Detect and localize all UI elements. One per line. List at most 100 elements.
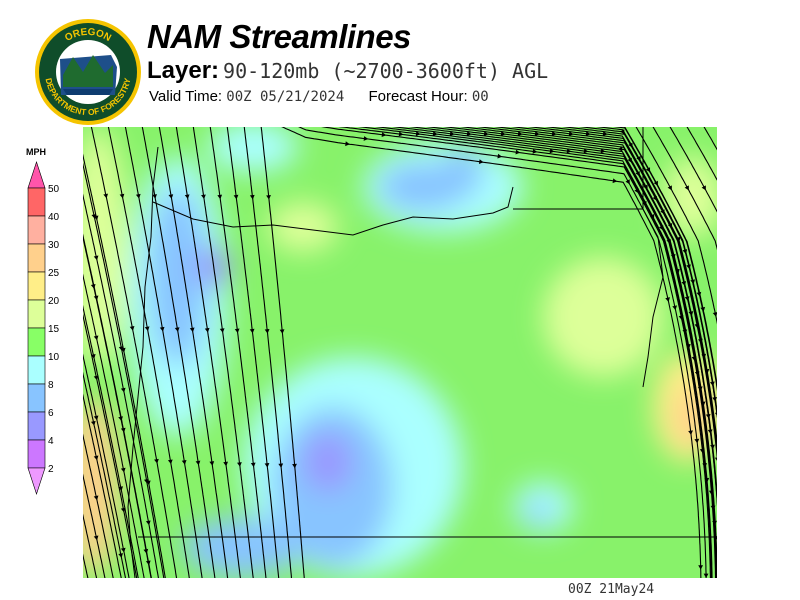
streamline-arrow bbox=[278, 463, 284, 468]
streamline-arrow bbox=[119, 193, 125, 199]
streamline-arrow bbox=[93, 295, 99, 301]
streamline-arrow bbox=[398, 131, 404, 137]
streamline-arrow bbox=[103, 193, 109, 199]
streamline bbox=[226, 127, 280, 578]
streamline-arrow bbox=[129, 326, 135, 331]
streamline bbox=[408, 127, 717, 578]
streamline-arrow bbox=[703, 573, 709, 578]
streamline-arrow bbox=[704, 368, 710, 374]
streamline-arrow bbox=[201, 194, 206, 200]
streamline bbox=[476, 127, 717, 499]
streamline bbox=[83, 313, 138, 578]
streamline-arrow bbox=[217, 194, 223, 200]
streamline bbox=[158, 127, 229, 578]
streamline-arrow bbox=[145, 520, 151, 526]
streamline-arrow bbox=[649, 213, 655, 219]
streamline bbox=[83, 553, 89, 578]
streamline bbox=[107, 127, 190, 578]
streamline-arrow bbox=[701, 185, 706, 191]
streamline bbox=[544, 127, 717, 445]
streamline-arrow bbox=[497, 153, 503, 159]
streamline bbox=[141, 127, 216, 578]
streamline bbox=[83, 273, 145, 578]
streamline bbox=[703, 127, 717, 151]
streamline-arrow bbox=[145, 560, 151, 566]
streamline bbox=[83, 193, 159, 578]
valid-time-info: Valid Time: 00Z 05/21/2024 Forecast Hour… bbox=[149, 88, 489, 105]
streamline-arrow bbox=[135, 193, 141, 199]
streamline-arrow bbox=[625, 179, 630, 185]
legend-swatch bbox=[27, 271, 46, 301]
streamline bbox=[459, 127, 717, 507]
streamline-arrow bbox=[152, 194, 157, 199]
streamline bbox=[192, 127, 254, 578]
color-legend: MPH 50 40 30 25 20 15 10 8 6 4 2 bbox=[26, 147, 60, 495]
legend-tick-label: 8 bbox=[48, 380, 54, 391]
streamline-arrow bbox=[712, 312, 717, 317]
streamline-arrow bbox=[363, 136, 369, 141]
layer-value: 90-120mb (~2700-3600ft) AGL bbox=[223, 59, 549, 83]
streamline-arrow bbox=[712, 520, 717, 526]
layer-info: Layer: 90-120mb (~2700-3600ft) AGL bbox=[147, 57, 548, 85]
legend-tick-label: 15 bbox=[48, 324, 60, 335]
streamline-arrow bbox=[209, 461, 215, 466]
streamline-arrow bbox=[93, 335, 99, 341]
streamline-arrow bbox=[118, 553, 124, 558]
streamline-arrow bbox=[143, 478, 149, 484]
streamline bbox=[298, 127, 707, 578]
streamline bbox=[83, 433, 114, 578]
streamline-arrow bbox=[449, 131, 455, 137]
streamline-arrow bbox=[120, 467, 126, 473]
streamline bbox=[652, 127, 717, 251]
streamline-arrow bbox=[237, 462, 242, 467]
legend-tick-label: 2 bbox=[48, 464, 54, 475]
streamline-map bbox=[83, 127, 717, 578]
streamline-arrow bbox=[478, 159, 484, 165]
streamline-arrow bbox=[154, 458, 159, 464]
streamline-arrow bbox=[568, 131, 574, 137]
streamline bbox=[595, 127, 717, 415]
streamline-arrow bbox=[714, 412, 717, 416]
streamline-arrow bbox=[690, 279, 696, 285]
forecast-hour-value: 00 bbox=[471, 89, 489, 105]
streamline-arrow bbox=[120, 387, 126, 393]
streamline-arrow bbox=[249, 194, 255, 200]
svg-text:OREGON: OREGON bbox=[63, 27, 113, 44]
streamline bbox=[425, 127, 717, 578]
streamline bbox=[635, 127, 717, 325]
streamline-arrow bbox=[517, 131, 523, 137]
streamline-arrow bbox=[279, 329, 285, 334]
streamline-arrow bbox=[223, 461, 228, 467]
legend-tick-label: 20 bbox=[48, 296, 60, 307]
streamline-arrow bbox=[249, 328, 255, 334]
streamline-arrow bbox=[167, 459, 173, 465]
streamline-arrow bbox=[532, 149, 538, 154]
streamline-arrow bbox=[667, 185, 672, 191]
streamline-arrow bbox=[264, 329, 270, 334]
legend-swatch bbox=[27, 215, 46, 245]
streamline bbox=[83, 233, 152, 578]
streamline-arrow bbox=[144, 326, 150, 332]
streamline-arrow bbox=[93, 255, 99, 261]
streamline-arrow bbox=[168, 194, 174, 199]
streamline bbox=[83, 371, 127, 578]
streamline-arrow bbox=[189, 327, 195, 333]
streamline-arrow bbox=[345, 141, 350, 147]
streamline-arrow bbox=[292, 463, 297, 469]
streamline-arrow bbox=[181, 460, 187, 465]
streamline-arrow bbox=[672, 305, 677, 311]
streamline-arrow bbox=[266, 194, 271, 200]
streamline-arrow bbox=[700, 306, 706, 312]
valid-time-value: 00Z 05/21/2024 bbox=[226, 89, 345, 105]
streamline-arrow bbox=[684, 185, 689, 191]
streamline-arrow bbox=[675, 268, 680, 274]
streamline-arrow bbox=[159, 326, 165, 332]
legend-tick-label: 6 bbox=[48, 408, 54, 419]
streamline-arrow bbox=[566, 148, 572, 154]
streamline-arrow bbox=[686, 343, 691, 349]
oregon-department-of-forestry-logo: OREGON DEPARTMENT OF FORESTRY bbox=[35, 19, 141, 125]
streamline-arrow bbox=[415, 131, 421, 137]
streamline-arrow bbox=[466, 131, 472, 137]
timestamp-label: 00Z 21May24 bbox=[568, 582, 655, 597]
streamline-arrow bbox=[515, 149, 521, 155]
